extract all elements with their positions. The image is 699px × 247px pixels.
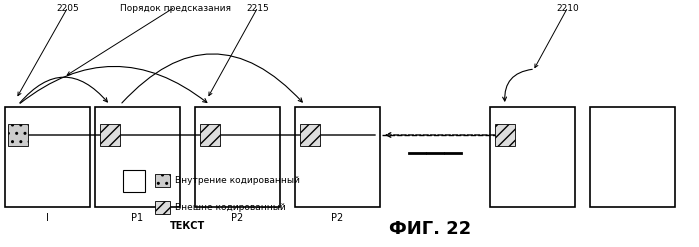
- Bar: [200, 124, 220, 146]
- Bar: [123, 170, 145, 192]
- Text: P2: P2: [331, 213, 344, 223]
- Text: ТЕКСТ: ТЕКСТ: [170, 221, 205, 231]
- Text: P2: P2: [231, 213, 244, 223]
- Bar: [155, 201, 170, 214]
- Bar: [590, 107, 675, 207]
- Text: 2205: 2205: [57, 4, 80, 13]
- Text: 2215: 2215: [247, 4, 269, 13]
- Text: 2210: 2210: [556, 4, 579, 13]
- Bar: [155, 174, 170, 187]
- Text: Внутрение кодированный: Внутрение кодированный: [175, 176, 300, 185]
- Bar: [300, 124, 320, 146]
- Text: I: I: [46, 213, 49, 223]
- Bar: [8, 124, 28, 146]
- Text: Внешне кодированный: Внешне кодированный: [175, 203, 286, 212]
- Bar: [100, 124, 120, 146]
- Bar: [195, 107, 280, 207]
- Bar: [295, 107, 380, 207]
- Text: Порядок предсказания: Порядок предсказания: [120, 4, 231, 13]
- Bar: [495, 124, 515, 146]
- Text: P1: P1: [131, 213, 143, 223]
- Bar: [95, 107, 180, 207]
- Text: ФИГ. 22: ФИГ. 22: [389, 220, 471, 238]
- Bar: [5, 107, 90, 207]
- Bar: [490, 107, 575, 207]
